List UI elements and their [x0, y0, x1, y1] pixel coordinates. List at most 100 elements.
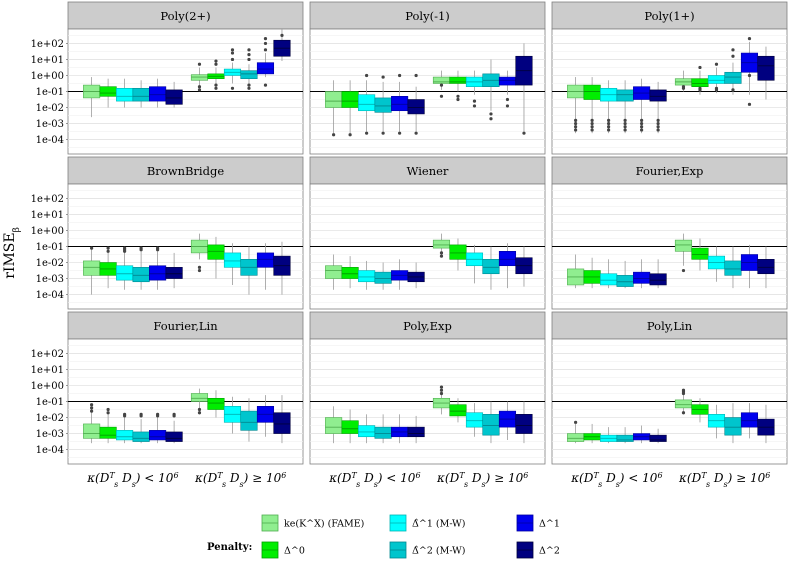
box-body: [325, 265, 343, 279]
outlier-point: [714, 62, 719, 66]
box-body: [482, 259, 500, 275]
facet-panel: Wiener: [309, 156, 546, 310]
box-fame: [674, 70, 693, 92]
outlier-point: [90, 409, 94, 413]
box-body: [149, 430, 167, 441]
legend-item-delta0: Δ^0: [261, 541, 305, 559]
outlier-point: [522, 131, 526, 135]
box-body: [240, 70, 258, 79]
y-axis-label: rIMSEβ: [2, 227, 22, 279]
outlier-point: [172, 414, 176, 418]
box-delta2: [165, 81, 183, 108]
strip-title: BrownBridge: [147, 164, 224, 178]
outlier-point: [590, 125, 594, 129]
box-delta1-mw: [223, 243, 242, 285]
box-body: [407, 426, 425, 438]
box-body: [116, 430, 134, 441]
outlier-point: [731, 88, 735, 92]
box-delta1: [149, 246, 167, 290]
box-delta2: [407, 73, 425, 135]
outlier-point: [247, 48, 251, 52]
outlier-point: [332, 133, 336, 137]
box-body: [132, 431, 150, 442]
box-body: [207, 244, 225, 260]
box-body: [325, 417, 343, 434]
outlier-point: [574, 128, 578, 132]
y-tick-label: 1e-02: [36, 103, 64, 114]
box-body: [325, 91, 343, 108]
box-body: [341, 267, 359, 279]
box-delta1-mw: [707, 246, 726, 282]
outlier-point: [714, 88, 719, 92]
outlier-point: [656, 121, 660, 126]
outlier-point: [607, 118, 611, 122]
box-body: [407, 99, 425, 115]
facet-panel: Poly(1+): [551, 1, 788, 155]
box-body: [358, 94, 376, 112]
outlier-point: [123, 414, 127, 418]
box-delta2: [757, 46, 775, 100]
y-tick-label: 1e+01: [31, 365, 64, 376]
box-delta1: [256, 37, 275, 87]
box-body: [757, 55, 775, 81]
box-body: [207, 397, 225, 410]
x-group-label: κ(DTs Ds) < 106: [570, 471, 662, 489]
box-delta1-mw: [358, 73, 376, 135]
box-delta2: [515, 246, 533, 287]
outlier-point: [139, 414, 143, 418]
outlier-point: [656, 128, 660, 132]
y-tick-label: 1e+01: [31, 55, 64, 66]
outlier-point: [247, 83, 251, 87]
outlier-point: [747, 102, 752, 106]
outlier-point: [472, 104, 477, 108]
strip-title: Poly(1+): [644, 9, 694, 23]
box-delta1-mw: [465, 403, 484, 437]
y-tick-label: 1e-01: [36, 397, 64, 408]
strip-background: [551, 1, 788, 30]
outlier-point: [123, 249, 127, 253]
legend-label: Δ^1: [539, 519, 560, 530]
box-delta2: [273, 241, 291, 295]
box-delta1-mw: [707, 404, 726, 439]
box-fame: [432, 385, 451, 415]
outlier-point: [747, 37, 752, 41]
box-body: [498, 76, 517, 86]
outlier-point: [230, 48, 235, 52]
box-body: [724, 417, 742, 436]
outlier-point: [590, 121, 594, 126]
outlier-point: [197, 85, 202, 89]
box-fame: [190, 388, 209, 415]
facet-panel: Poly,Lin: [551, 311, 788, 465]
outlier-point: [574, 420, 578, 424]
strip-title: Wiener: [407, 164, 449, 178]
outlier-point: [381, 75, 385, 79]
box-body: [374, 426, 392, 439]
outlier-point: [439, 83, 444, 87]
outlier-point: [90, 406, 94, 410]
strip-title: Fourier,Lin: [153, 319, 218, 333]
outlier-point: [574, 118, 578, 122]
x-group-label: κ(DTs Ds) < 106: [328, 471, 420, 489]
outlier-point: [698, 88, 702, 92]
box-fame: [190, 62, 209, 92]
box-body: [691, 78, 709, 87]
outlier-point: [439, 385, 444, 389]
box-delta2: [515, 43, 533, 135]
box-fame: [674, 233, 693, 273]
legend-label: Δ^0: [284, 546, 305, 557]
box-delta0: [207, 59, 225, 90]
y-tick-label: 1e-04: [36, 135, 64, 146]
box-body: [99, 86, 117, 97]
box-delta2-mw: [240, 48, 258, 90]
outlier-point: [398, 131, 402, 135]
outlier-point: [381, 131, 385, 135]
box-delta0: [341, 409, 359, 444]
x-group-label: κ(DTs Ds) ≥ 106: [194, 471, 286, 489]
box-delta2-mw: [482, 246, 500, 290]
box-body: [256, 252, 275, 268]
legend-item-fame: ke(K^X) (FAME): [261, 514, 364, 532]
box-delta0: [691, 398, 709, 423]
legend-label: Δ̂^2 (M-W): [412, 546, 465, 557]
box-delta1: [256, 243, 275, 290]
outlier-point: [681, 411, 686, 415]
